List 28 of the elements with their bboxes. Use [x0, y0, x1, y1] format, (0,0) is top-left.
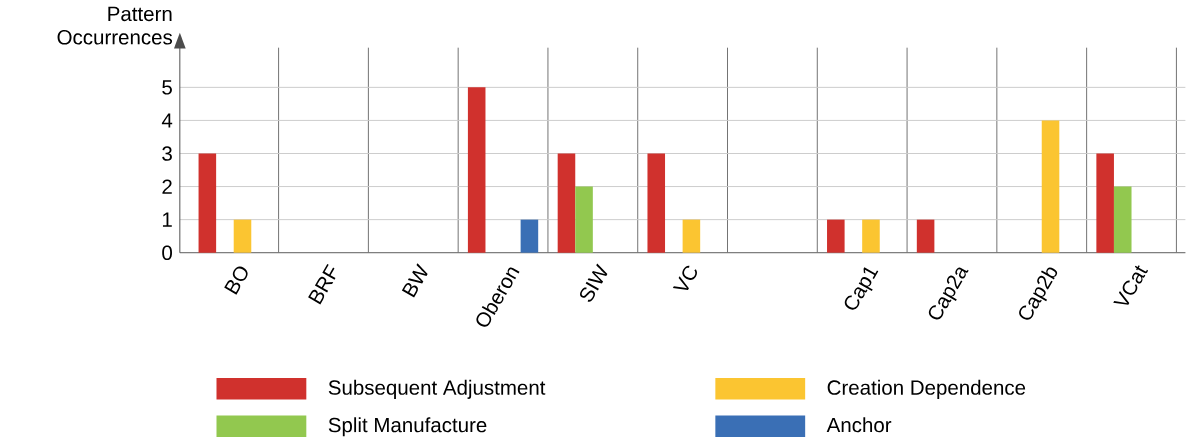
bar: [682, 219, 701, 253]
bar: [647, 153, 666, 253]
bar: [467, 87, 486, 253]
bar: [233, 219, 252, 253]
bar: [1041, 120, 1060, 253]
bar: [827, 219, 845, 253]
y-tick-label: 3: [162, 146, 172, 161]
y-tick-label: 0: [162, 245, 172, 260]
y-tick-label: 4: [161, 113, 173, 128]
legend-label: Anchor: [826, 417, 892, 433]
x-tick-label: VC: [672, 265, 697, 290]
legend-label: Creation Dependence: [827, 379, 1026, 399]
bar: [520, 219, 539, 253]
bar: [198, 153, 217, 253]
bar: [557, 153, 576, 253]
y-tick-label: 1: [162, 212, 172, 227]
y-axis-title: Pattern Occurrences: [57, 6, 173, 45]
bar: [575, 186, 593, 253]
y-tick-label: 2: [162, 179, 172, 194]
bar: [1113, 186, 1132, 253]
bar: [916, 219, 935, 253]
legend-label: Subsequent Adjustment: [328, 379, 546, 399]
legend-label: Split Manufacture: [328, 417, 487, 437]
bar: [862, 219, 880, 253]
bar: [1096, 153, 1114, 253]
x-tick-label: BW: [401, 263, 428, 298]
y-tick-label: 5: [162, 80, 172, 95]
x-tick-label: BO: [224, 266, 248, 295]
